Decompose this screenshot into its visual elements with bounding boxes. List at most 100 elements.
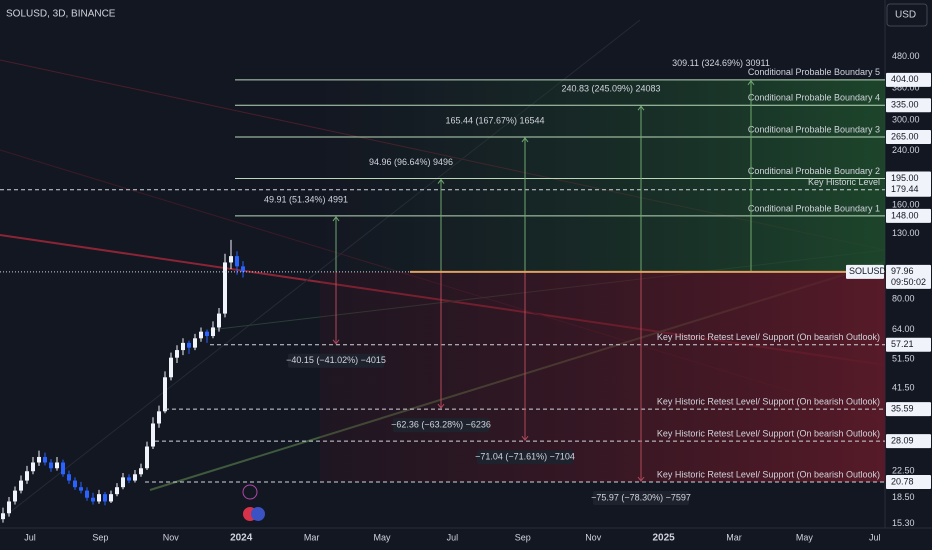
price-tick-label: 480.00 <box>892 51 920 61</box>
candle-body <box>13 490 17 502</box>
price-box-label: 404.00 <box>891 74 919 84</box>
current-price-label: 97.96 <box>891 266 914 276</box>
candle-body <box>1 513 5 520</box>
candle-body <box>91 497 95 502</box>
measure-box <box>593 491 689 506</box>
icon <box>242 484 258 500</box>
currency[interactable]: USD <box>895 10 916 21</box>
candle-body <box>121 477 125 488</box>
candle-body <box>37 456 41 463</box>
price-tick-label: 300.00 <box>892 115 920 125</box>
candle-body <box>25 471 29 481</box>
arrow-head <box>637 476 645 482</box>
time-tick-label: Sep <box>515 532 531 542</box>
candle-body <box>133 474 137 481</box>
candle-body <box>43 456 47 463</box>
icons <box>242 484 265 521</box>
measure-label: 165.44 (167.67%) 16544 <box>445 115 544 125</box>
currency-button[interactable] <box>886 3 928 27</box>
measure-box <box>393 418 489 433</box>
candle-body <box>241 266 245 272</box>
arrow-head <box>437 403 445 409</box>
candle-body <box>187 342 191 348</box>
candle-body <box>67 474 71 481</box>
key-level-label: Key Historic Level <box>808 177 880 187</box>
arrow-head <box>521 435 529 441</box>
price-tick-label: 130.00 <box>892 228 920 238</box>
candle-body <box>181 342 185 351</box>
candle-body <box>97 494 101 502</box>
measure-label: −71.04 (−71.61%) −7104 <box>475 452 575 462</box>
candle-body <box>229 256 233 263</box>
time-tick-label: Jul <box>447 532 459 542</box>
price-tick-label: 240.00 <box>892 145 920 155</box>
price-tick-label: 380.00 <box>892 82 920 92</box>
candle-body <box>151 423 155 447</box>
price-tick-label: 160.00 <box>892 200 920 210</box>
price-box-label: 335.00 <box>891 100 919 110</box>
candle-body <box>163 377 167 412</box>
current-price-box <box>886 264 931 289</box>
price-box-label: 35.59 <box>891 403 914 413</box>
bullish-zone <box>320 79 885 272</box>
support-label: Key Historic Retest Level/ Support (On b… <box>657 396 880 406</box>
boundary-label: Conditional Probable Boundary 4 <box>748 93 880 103</box>
symbol-tag-label: SOLUSD <box>849 266 887 276</box>
time-tick-label: Jul <box>24 532 36 542</box>
arrow-head <box>521 137 529 143</box>
measure-label: 309.11 (324.69%) 30911 <box>672 58 770 68</box>
price-tick-label: 18.50 <box>892 492 915 502</box>
time-tick-label: Mar <box>726 532 742 542</box>
candle-body <box>193 338 197 348</box>
price-box <box>886 182 931 197</box>
price-box-label: 148.00 <box>891 210 919 220</box>
icon <box>251 507 265 521</box>
candle-body <box>223 262 227 314</box>
price-box <box>886 208 931 223</box>
time-tick-label: Mar <box>304 532 320 542</box>
candle-body <box>109 494 113 502</box>
support-label: Key Historic Retest Level/ Support (On b… <box>657 332 880 342</box>
measure-box <box>288 353 384 368</box>
time-tick-label: Nov <box>585 532 602 542</box>
price-box-label: 265.00 <box>891 131 919 141</box>
time-tick-label: 2024 <box>230 533 253 544</box>
time-tick-label: 2025 <box>652 533 675 544</box>
symbol-title: SOLUSD, 3D, BINANCE <box>6 9 116 20</box>
arrow-head <box>332 339 340 345</box>
candle-body <box>217 313 221 328</box>
measure-label: −62.36 (−63.28%) −6236 <box>391 419 491 429</box>
arrow-head <box>332 216 340 222</box>
price-tick-label: 64.00 <box>892 324 915 334</box>
arrow-head <box>747 79 755 86</box>
price-box-label: 179.44 <box>891 184 919 194</box>
candle-body <box>115 487 119 495</box>
candle-body <box>31 462 35 472</box>
symbol-tag <box>846 264 884 279</box>
candle-body <box>79 487 83 491</box>
time-tick-label: May <box>796 532 814 542</box>
candle-body <box>127 477 131 481</box>
measure-label: −75.97 (−78.30%) −7597 <box>591 492 691 502</box>
measure-label: 94.96 (96.64%) 9496 <box>369 157 453 167</box>
candle-body <box>103 494 107 502</box>
support-label: Key Historic Retest Level/ Support (On b… <box>657 469 880 479</box>
measure-label: 240.83 (245.09%) 24083 <box>561 84 660 94</box>
candle-body <box>211 327 215 337</box>
candle-body <box>55 462 59 469</box>
time-tick-label: May <box>373 532 391 542</box>
candle-body <box>73 480 77 488</box>
boundary-label: Conditional Probable Boundary 5 <box>748 67 880 77</box>
candle-body <box>199 331 203 339</box>
price-box <box>886 171 931 186</box>
measure-label: 49.91 (51.34%) 4991 <box>264 194 348 204</box>
boundary-label: Conditional Probable Boundary 1 <box>748 203 880 213</box>
candle-body <box>205 331 209 337</box>
time-tick-label: Sep <box>92 532 108 542</box>
price-box <box>886 72 931 87</box>
arrow-head <box>437 178 445 184</box>
price-box-label: 20.78 <box>891 476 914 486</box>
candle-body <box>85 490 89 498</box>
